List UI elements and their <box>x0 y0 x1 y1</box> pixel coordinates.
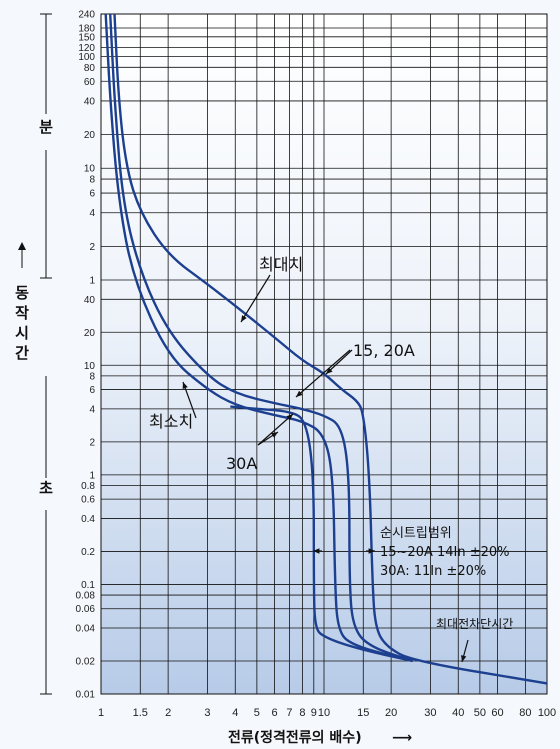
x-tick-label: 6 <box>271 707 277 719</box>
y-tick-label: 1 <box>89 276 95 287</box>
y-tick-label: 40 <box>84 295 96 306</box>
y-tick-label: 2 <box>89 437 95 448</box>
annotation-label: 30A: 11In ±20% <box>380 564 486 579</box>
y-tick-label: 60 <box>84 77 96 88</box>
y-tick-label: 80 <box>84 63 96 74</box>
y-unit-label: 초 <box>39 479 53 497</box>
x-tick-label: 80 <box>519 707 531 719</box>
y-tick-label: 8 <box>89 175 95 186</box>
annotation-label: 최대치 <box>259 255 303 274</box>
grid <box>100 13 548 695</box>
y-tick-label: 100 <box>78 52 95 63</box>
annotation-label: 최대전차단시간 <box>436 617 513 631</box>
y-tick-label: 8 <box>89 371 95 382</box>
x-tick-label: 4 <box>232 707 238 719</box>
arrow-max-head <box>241 315 247 322</box>
arrow-max <box>240 274 271 323</box>
y-tick-label: 0.2 <box>81 547 95 558</box>
x-tick-label: 30 <box>424 707 436 719</box>
arrow-15-20a-1 <box>295 349 351 398</box>
x-tick-label: 100 <box>538 707 556 719</box>
annotation-arrows <box>182 274 469 663</box>
y-tick-label: 0.04 <box>76 624 96 635</box>
x-tick-labels: 1 1.5 2 3 4 5 6 7 8 9 10 15 20 30 40 50 60 80 100 <box>98 707 556 719</box>
arrow-30a-1-head <box>286 414 293 421</box>
y-tick-label: 40 <box>84 96 96 107</box>
y-axis-title-char: 시 <box>15 324 29 342</box>
arrow-range-right-head <box>368 548 375 554</box>
y-tick-label: 10 <box>84 361 96 372</box>
x-tick-label: 60 <box>491 707 503 719</box>
x-tick-label: 5 <box>254 707 260 719</box>
x-tick-label: 1 <box>98 707 104 719</box>
x-tick-label: 7 <box>286 707 292 719</box>
y-tick-label: 2 <box>89 242 95 253</box>
y-tick-label: 1 <box>89 470 95 481</box>
annotation-label: 15, 20A <box>353 341 415 360</box>
x-tick-label: 3 <box>204 707 210 719</box>
y-tick-label: 0.08 <box>76 591 96 602</box>
annotation-label: 30A <box>226 454 257 473</box>
y-tick-label: 180 <box>78 23 95 34</box>
arrow-15-20a-2-head <box>326 367 333 374</box>
annotation-label: 15~20A 14In ±20% <box>380 545 510 560</box>
arrow-30a-2-head <box>271 432 278 438</box>
annotation-label: 순시트립범위 <box>380 526 452 541</box>
arrow-min-head <box>182 382 188 389</box>
y-tick-label: 0.4 <box>81 514 95 525</box>
curve-최대치 <box>113 13 548 685</box>
arrow-max-clear-head <box>461 655 467 662</box>
x-tick-label: 15 <box>357 707 369 719</box>
y-axis-title-char: 작 <box>15 304 29 322</box>
y-axis-arrow-head <box>18 242 26 250</box>
y-tick-label: 120 <box>78 43 95 54</box>
y-unit-label: 분 <box>39 118 53 136</box>
y-tick-label: 20 <box>84 130 96 141</box>
arrow-30a-1 <box>257 413 294 446</box>
x-tick-label: 50 <box>474 707 486 719</box>
x-tick-label: 8 <box>299 707 305 719</box>
x-axis-title: 전류(정격전류의 배수) <box>228 729 362 746</box>
y-tick-labels: 2401801501201008060402010864214020108642… <box>76 10 96 701</box>
y-tick-label: 0.01 <box>76 690 96 701</box>
arrow-15-20a-1-head <box>296 390 303 397</box>
y-tick-label: 4 <box>89 404 95 415</box>
y-tick-label: 20 <box>84 328 96 339</box>
y-tick-label: 0.1 <box>81 580 95 591</box>
curve-30A <box>230 405 413 663</box>
y-tick-label: 10 <box>84 164 96 175</box>
y-tick-label: 4 <box>89 208 95 219</box>
arrow-range-left-head <box>313 548 320 554</box>
plot-frame <box>100 13 548 695</box>
y-tick-label: 150 <box>78 32 95 43</box>
y-tick-label: 6 <box>89 189 95 200</box>
x-axis-arrow: ⟶ <box>392 730 412 746</box>
y-tick-label: 240 <box>78 10 95 21</box>
x-tick-label: 10 <box>318 707 330 719</box>
curves <box>104 13 548 685</box>
x-tick-label: 40 <box>452 707 464 719</box>
x-tick-label: 2 <box>165 707 171 719</box>
y-tick-label: 0.6 <box>81 495 95 506</box>
y-axis-title-char: 간 <box>15 344 29 362</box>
y-tick-label: 0.02 <box>76 657 96 668</box>
y-axis-title-char: 동 <box>15 284 29 302</box>
x-tick-label: 1.5 <box>133 707 148 719</box>
x-tick-label: 9 <box>311 707 317 719</box>
y-tick-label: 0.06 <box>76 604 96 615</box>
x-tick-label: 20 <box>385 707 397 719</box>
y-tick-label: 6 <box>89 385 95 396</box>
annotation-label: 최소치 <box>149 412 193 431</box>
curve-15-20A <box>109 13 414 663</box>
y-tick-label: 0.8 <box>81 481 95 492</box>
annotations: 최대치 15, 20A 최소치 30A 순시트립범위 15~20A 14In ±20% 30… <box>149 255 513 746</box>
